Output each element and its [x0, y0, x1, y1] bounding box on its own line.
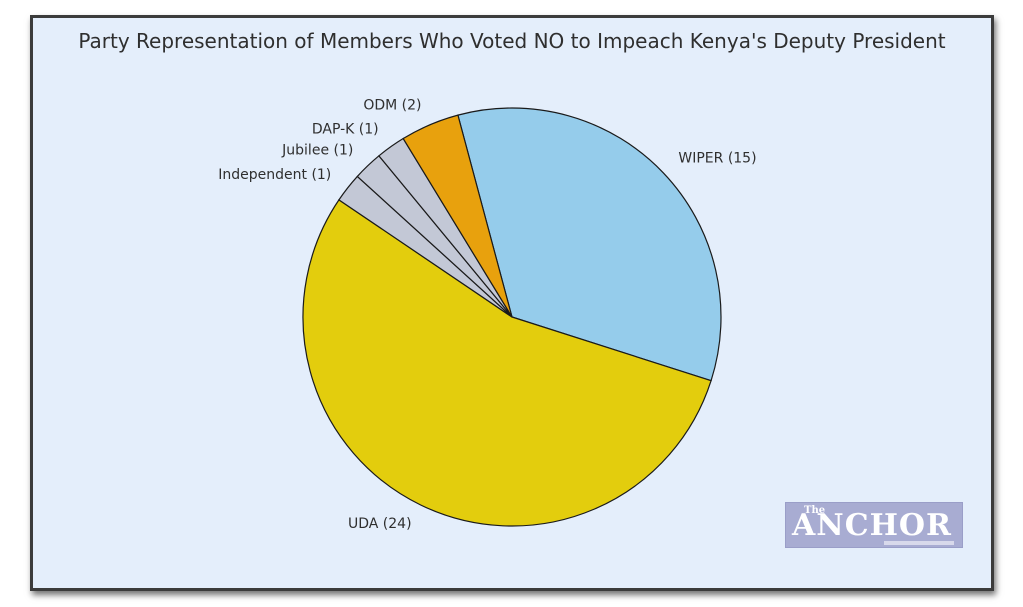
chart-frame: Party Representation of Members Who Vote…: [30, 15, 994, 591]
logo-small-text: The: [804, 505, 826, 516]
anchor-logo: The ANCHOR: [785, 502, 963, 548]
slice-label: ODM (2): [363, 98, 421, 114]
chart-title: Party Representation of Members Who Vote…: [78, 29, 946, 53]
slice-label: WIPER (15): [678, 150, 756, 166]
pie-slice: [457, 107, 722, 382]
logo-tagline-strip: [884, 541, 954, 545]
pie-slice: [402, 114, 513, 318]
slice-label: UDA (24): [348, 516, 412, 532]
pie-chart: WIPER (15) UDA (24) Independent (1) Jubilee…: [218, 98, 756, 532]
slice-label: Independent (1): [218, 167, 331, 183]
logo-big-text: ANCHOR: [792, 508, 952, 543]
slice-label: DAP-K (1): [312, 122, 379, 138]
pie-slice: [302, 199, 712, 527]
slice-label: Jubilee (1): [281, 143, 353, 159]
